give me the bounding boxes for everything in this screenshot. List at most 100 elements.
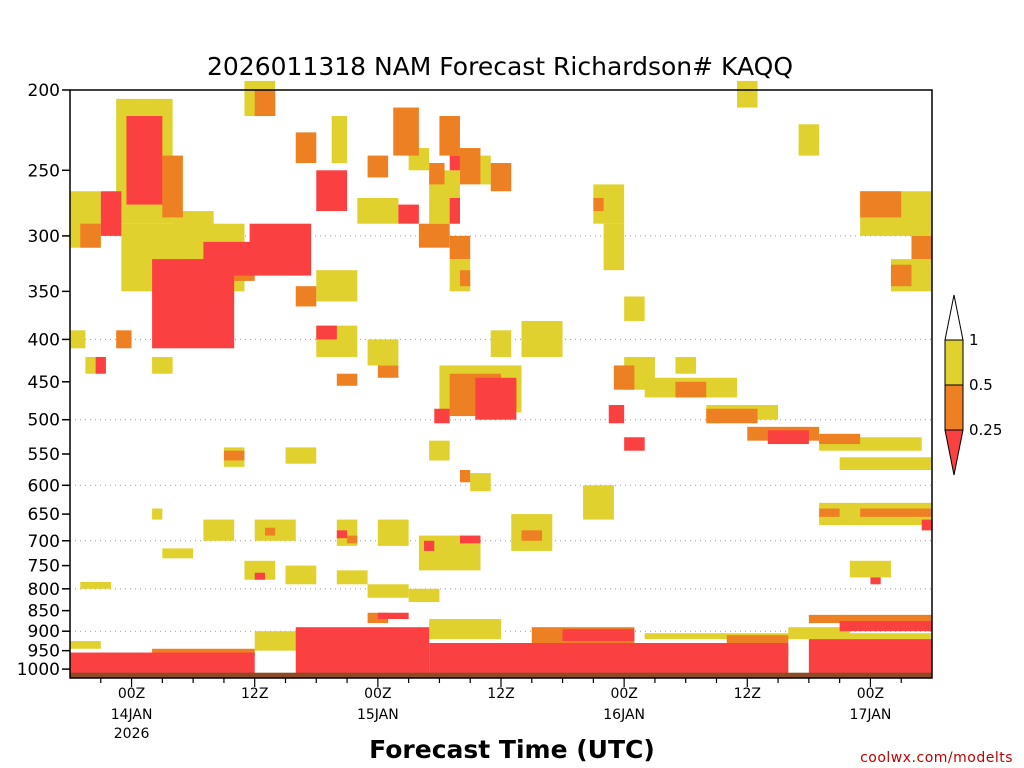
ri-cell-high	[788, 627, 850, 636]
legend-swatch-mid	[944, 384, 964, 431]
x-tick-label: 00Z	[364, 686, 391, 702]
ri-cell-low	[398, 204, 419, 224]
ri-cell-mid	[819, 433, 861, 445]
ri-cell-mid	[347, 535, 358, 544]
y-tick-label: 300	[28, 227, 60, 247]
ri-cell-high	[429, 619, 501, 640]
y-tick-label: 200	[28, 81, 60, 101]
ri-cell-low	[316, 170, 348, 212]
y-tick-label: 350	[28, 282, 60, 302]
x-tick-date: 15JAN	[357, 707, 399, 723]
ri-cell-high	[244, 560, 276, 580]
ri-cell-high	[336, 570, 368, 585]
ri-cell-high	[367, 584, 409, 598]
ri-cell-low	[429, 643, 789, 677]
x-tick-label: 00Z	[118, 686, 145, 702]
y-tick-label: 800	[28, 580, 60, 600]
ri-cell-mid	[295, 286, 317, 307]
y-tick-label: 750	[28, 557, 60, 577]
x-tick-date: 16JAN	[603, 707, 645, 723]
y-tick-label: 250	[28, 161, 60, 181]
ri-cell-high	[152, 356, 173, 374]
ri-cell-high	[583, 485, 614, 520]
ri-cell-mid	[459, 469, 471, 483]
ri-cell-high	[162, 548, 194, 559]
ri-cell-mid	[860, 508, 932, 517]
ri-cell-low	[249, 223, 312, 276]
ri-cell-low	[336, 530, 348, 539]
ri-cell-high	[603, 223, 625, 271]
ri-cell-high	[70, 641, 101, 649]
legend-swatch-low	[944, 429, 964, 476]
ri-cell-mid	[613, 365, 635, 390]
ri-cell-high	[521, 320, 563, 357]
ri-cell-mid	[890, 264, 912, 287]
ri-cell-low	[870, 577, 881, 585]
ri-cell-low	[808, 639, 932, 677]
y-tick-label: 400	[28, 330, 60, 350]
ri-cell-low	[449, 197, 460, 224]
ri-cell-mid	[254, 90, 276, 117]
x-tick-label: 00Z	[610, 686, 637, 702]
ri-cell-mid	[223, 450, 245, 461]
ri-cell-mid	[162, 155, 183, 218]
chart-title: 2026011318 NAM Forecast Richardson# KAQQ	[207, 52, 793, 81]
heatmap-cells	[70, 80, 932, 677]
ri-cell-high	[849, 560, 891, 578]
legend-label: 1	[969, 331, 979, 349]
legend: 1 0.5 0.25	[944, 294, 1002, 476]
ri-cell-high	[367, 339, 399, 366]
ri-cell-low	[424, 540, 435, 551]
ground-strip	[70, 672, 932, 678]
ri-cell-mid	[593, 197, 604, 212]
legend-swatch-top	[944, 294, 964, 341]
ri-cell-high	[737, 80, 758, 108]
ri-cell-mid	[819, 508, 840, 517]
y-tick-label: 650	[28, 505, 60, 525]
y-tick-label: 600	[28, 476, 60, 496]
legend-swatch-high	[944, 339, 964, 386]
ri-cell-high	[203, 519, 235, 541]
x-tick-label: 12Z	[734, 686, 761, 702]
y-tick-label: 700	[28, 532, 60, 552]
y-tick-label: 450	[28, 373, 60, 393]
ri-cell-mid	[393, 107, 419, 156]
ri-cell-mid	[264, 527, 276, 536]
ri-cell-low	[254, 572, 265, 580]
ri-cell-mid	[860, 191, 902, 218]
ri-cell-low	[70, 652, 255, 677]
ri-cell-low	[95, 356, 106, 374]
x-tick-year: 2026	[114, 726, 150, 742]
ri-cell-high	[839, 457, 932, 470]
ri-cell-mid	[336, 373, 358, 386]
ri-cell-high	[624, 296, 645, 321]
ground-bar	[70, 672, 932, 678]
ri-cell-low	[839, 621, 932, 632]
ri-cell-high	[70, 330, 86, 349]
ri-cell-low	[921, 519, 932, 531]
x-tick-label: 12Z	[241, 686, 268, 702]
ri-cell-high	[408, 588, 440, 603]
ri-cell-high	[331, 116, 348, 164]
ri-cell-low	[475, 377, 517, 420]
ri-cell-low	[203, 241, 255, 276]
x-tick-label: 12Z	[487, 686, 514, 702]
ri-cell-mid	[367, 155, 389, 178]
ri-cell-high	[377, 519, 409, 546]
ri-cell-mid	[459, 270, 471, 287]
ri-cell-high	[675, 356, 696, 374]
ri-cell-low	[562, 629, 635, 642]
ri-cell-high	[80, 582, 112, 589]
legend-label: 0.5	[969, 376, 993, 394]
y-tick-label: 1000	[17, 660, 60, 680]
y-tick-label: 550	[28, 445, 60, 465]
ri-cell-mid	[808, 614, 932, 624]
ri-cell-low	[126, 116, 163, 205]
ri-cell-mid	[490, 163, 512, 192]
ri-cell-mid	[377, 365, 399, 378]
ri-cell-low	[316, 325, 337, 340]
ri-cell-mid	[459, 148, 481, 185]
ri-cell-mid	[521, 530, 543, 541]
ri-cell-high	[644, 633, 932, 640]
